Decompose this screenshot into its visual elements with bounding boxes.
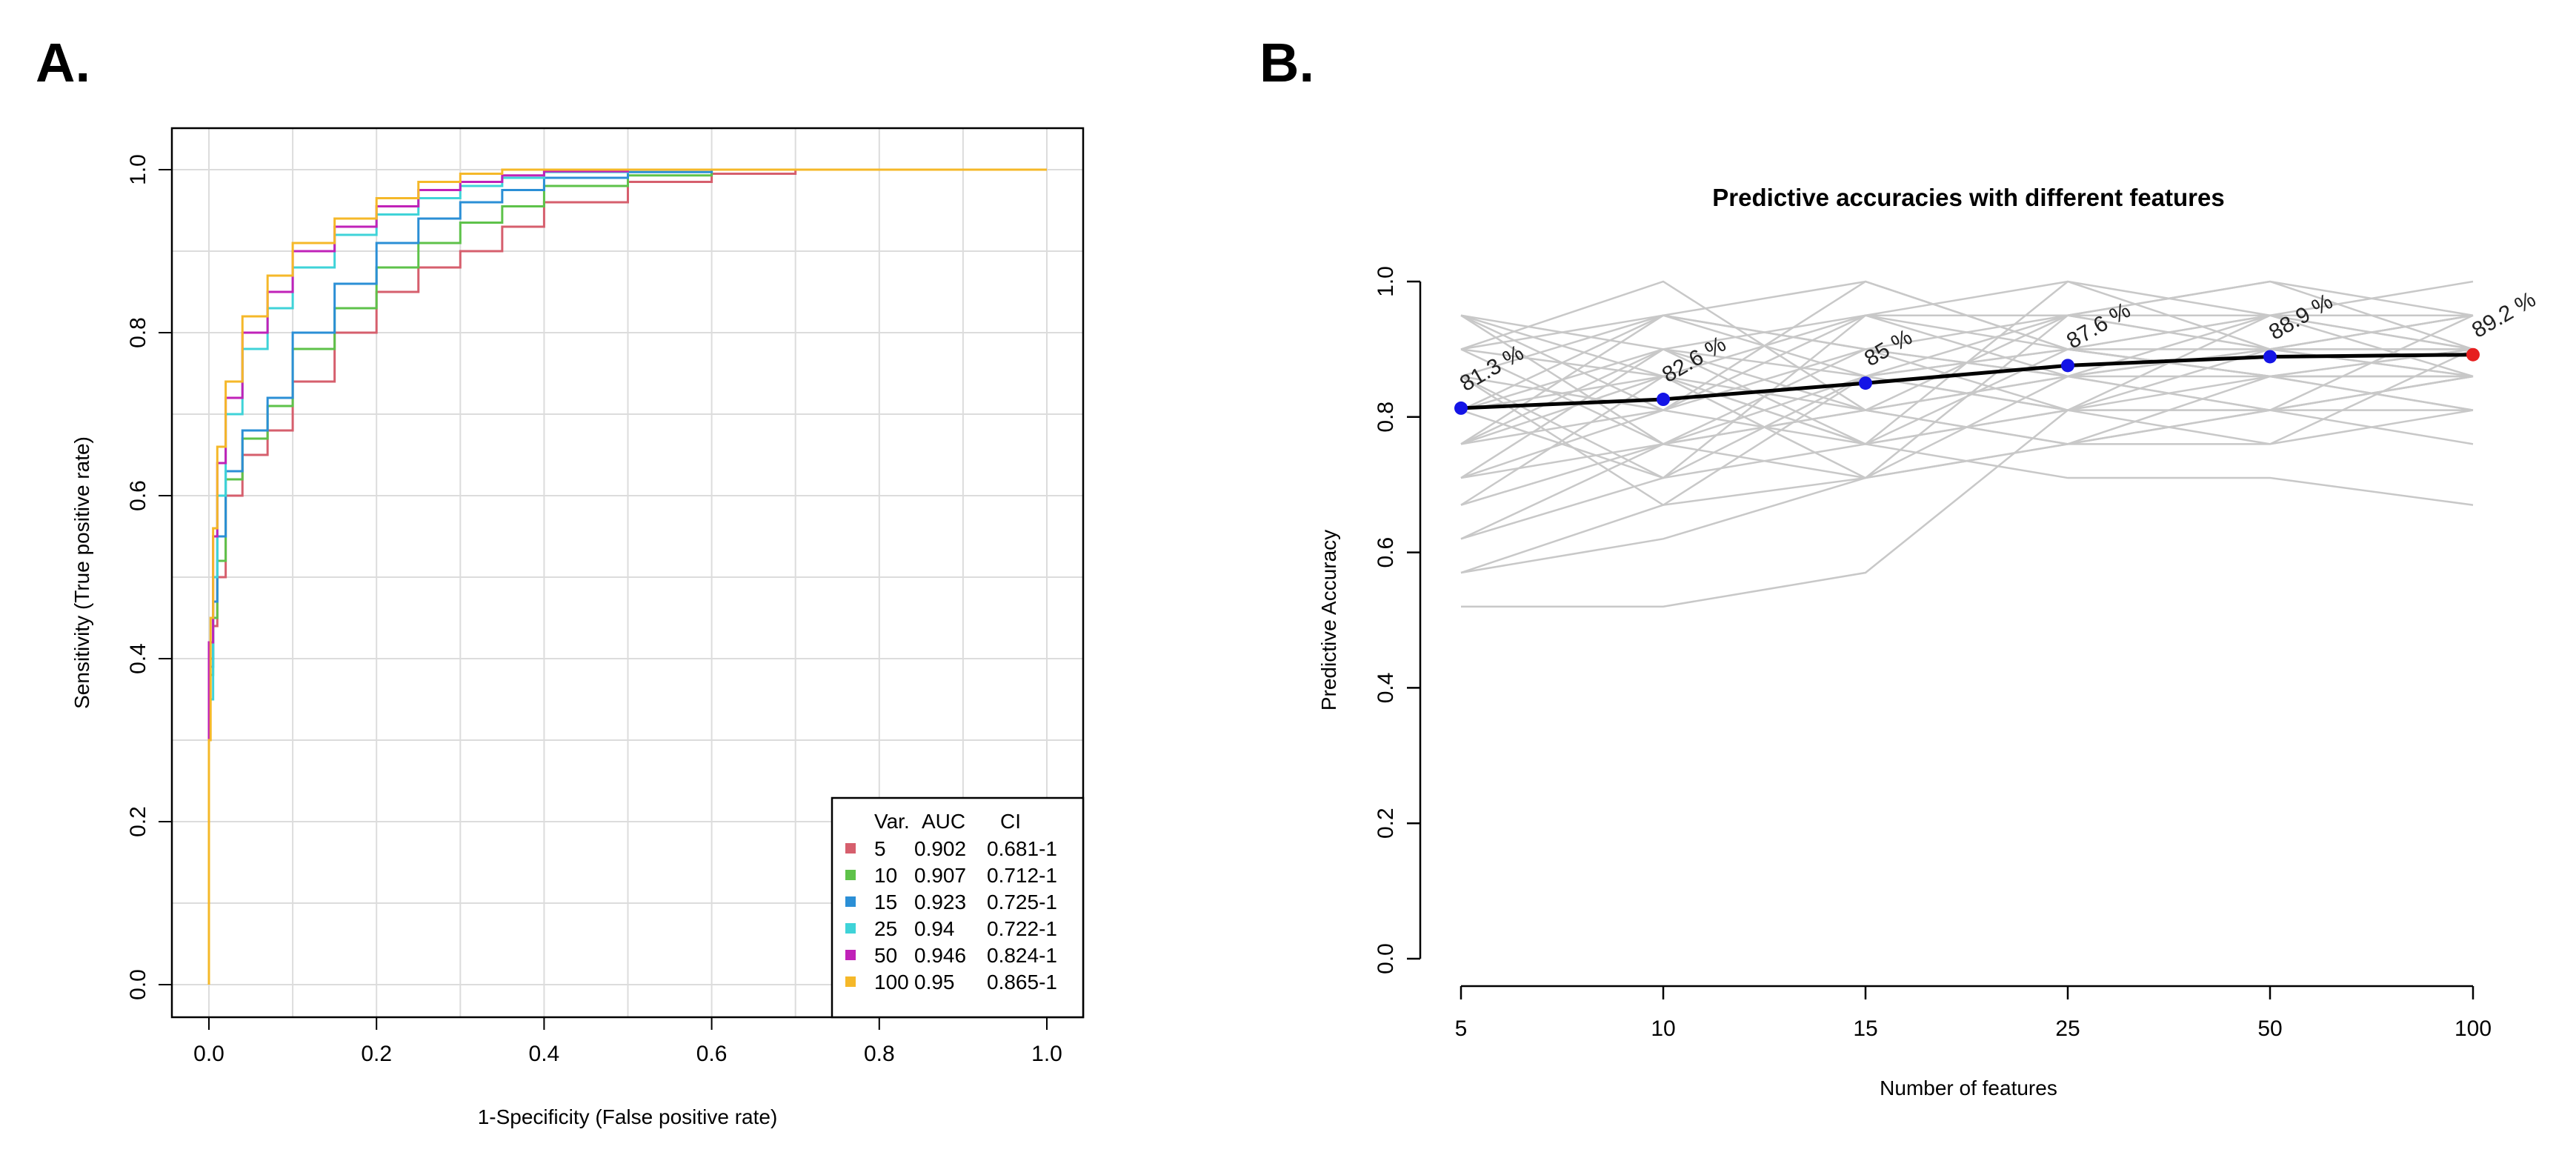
- legend-var-15: 15: [874, 891, 897, 914]
- legend-ci-25: 0.722-1: [987, 917, 1057, 940]
- accuracy-background-line: [1461, 409, 2474, 608]
- legend-var-10: 10: [874, 864, 897, 887]
- accuracy-x-tick-label: 15: [1853, 1016, 1877, 1041]
- roc-y-tick-label: 0.8: [126, 317, 150, 348]
- roc-y-axis: 0.0 0.2 0.4 0.6 0.8 1.0: [126, 154, 172, 1000]
- accuracy-background-line: [1460, 348, 2473, 445]
- roc-y-tick-label: 0.2: [126, 806, 150, 837]
- accuracy-x-axis: 5 10 15 25 50 100: [1455, 985, 2492, 1041]
- legend-var-100: 100: [874, 971, 909, 994]
- accuracy-x-axis-title: Number of features: [1880, 1077, 2057, 1099]
- accuracy-point-15: [1859, 376, 1872, 390]
- panel-b-label: B.: [1259, 32, 1314, 93]
- legend-header-var: Var.: [874, 810, 910, 833]
- roc-x-tick-label: 1.0: [1031, 1042, 1062, 1066]
- accuracy-x-tick-label: 50: [2257, 1016, 2282, 1041]
- legend-swatch-50: [845, 950, 856, 960]
- accuracy-mean-points: [1454, 347, 2480, 415]
- panel-a-label: A.: [36, 32, 90, 93]
- legend-header-ci: CI: [1000, 810, 1021, 833]
- accuracy-y-tick-label: 1.0: [1374, 266, 1398, 297]
- roc-curve-100: [207, 168, 1047, 985]
- roc-x-tick-label: 0.4: [529, 1042, 560, 1066]
- roc-x-tick-label: 0.8: [864, 1042, 895, 1066]
- accuracy-y-tick-label: 0.0: [1374, 943, 1398, 974]
- accuracy-y-tick-label: 0.4: [1374, 673, 1398, 704]
- accuracy-point-10: [1657, 393, 1670, 407]
- roc-y-axis-title: Sensitivity (True positive rate): [70, 436, 93, 709]
- legend-var-5: 5: [874, 837, 886, 860]
- accuracy-y-tick-label: 0.8: [1374, 402, 1398, 433]
- legend-header-auc: AUC: [922, 810, 965, 833]
- legend-ci-10: 0.712-1: [987, 864, 1057, 887]
- roc-curve-5: [207, 168, 1047, 871]
- legend-auc-50: 0.946: [914, 944, 966, 967]
- roc-y-tick-label: 0.4: [126, 643, 150, 674]
- accuracy-background-lines: [1460, 280, 2474, 608]
- accuracy-y-axis: 0.0 0.2 0.4 0.6 0.8 1.0: [1374, 266, 1422, 974]
- roc-y-tick-label: 0.0: [126, 969, 150, 1000]
- roc-legend-rows: 5 0.902 0.681-1 10 0.907 0.712-1 15 0.923 0.725-…: [845, 837, 1057, 994]
- legend-ci-50: 0.824-1: [987, 944, 1057, 967]
- accuracy-background-line: [1460, 375, 2474, 506]
- roc-x-axis-title: 1-Specificity (False positive rate): [478, 1105, 778, 1128]
- accuracy-y-tick-label: 0.2: [1374, 808, 1398, 839]
- accuracy-chart-title: Predictive accuracies with different fea…: [1712, 184, 2224, 211]
- legend-swatch-25: [845, 923, 856, 934]
- accuracy-background-line: [1460, 347, 2473, 479]
- accuracy-mean-line: [1460, 353, 2474, 410]
- accuracy-y-axis-title: Predictive Accuracy: [1317, 530, 1340, 711]
- legend-auc-5: 0.902: [914, 837, 966, 860]
- legend-var-25: 25: [874, 917, 897, 940]
- accuracy-background-line: [1460, 314, 2474, 479]
- accuracy-point-25: [2061, 359, 2074, 373]
- legend-swatch-5: [845, 843, 856, 853]
- roc-y-tick-label: 0.6: [126, 480, 150, 511]
- accuracy-x-tick-label: 10: [1651, 1016, 1675, 1041]
- roc-x-tick-label: 0.2: [361, 1042, 392, 1066]
- roc-chart: 0.0 0.2 0.4 0.6 0.8 1.0 0.0 0.2 0.4 0.6 0.8 1.0 1-…: [70, 127, 1085, 1128]
- legend-ci-5: 0.681-1: [987, 837, 1057, 860]
- roc-legend: Var. AUC CI 5 0.902 0.681-1 10 0.907 0.712-1 1…: [831, 796, 1085, 1019]
- legend-auc-10: 0.907: [914, 864, 966, 887]
- accuracy-x-tick-label: 100: [2454, 1016, 2492, 1041]
- roc-curves: [207, 168, 1047, 985]
- roc-legend-box: [831, 796, 1085, 1019]
- accuracy-x-tick-label: 25: [2055, 1016, 2080, 1041]
- legend-auc-100: 0.95: [914, 971, 955, 994]
- accuracy-point-5: [1454, 401, 1468, 415]
- roc-x-tick-label: 0.6: [696, 1042, 728, 1066]
- legend-swatch-15: [845, 896, 856, 907]
- legend-auc-15: 0.923: [914, 891, 966, 914]
- accuracy-background-line: [1460, 280, 2474, 445]
- legend-swatch-10: [845, 870, 856, 880]
- accuracy-mean-polyline: [1460, 353, 2474, 410]
- legend-auc-25: 0.94: [914, 917, 955, 940]
- accuracy-x-tick-label: 5: [1455, 1016, 1468, 1041]
- accuracy-background-line: [1460, 314, 2474, 445]
- legend-ci-100: 0.865-1: [987, 971, 1057, 994]
- accuracy-background-line: [1460, 314, 2473, 574]
- accuracy-point-50: [2263, 350, 2277, 364]
- legend-var-50: 50: [874, 944, 897, 967]
- roc-curve-15: [207, 168, 1047, 862]
- accuracy-point-100: [2466, 347, 2480, 362]
- legend-ci-15: 0.725-1: [987, 891, 1057, 914]
- accuracy-y-tick-label: 0.6: [1374, 537, 1398, 568]
- roc-y-tick-label: 1.0: [126, 154, 150, 185]
- legend-swatch-100: [845, 976, 856, 987]
- roc-x-tick-label: 0.0: [193, 1042, 224, 1066]
- roc-curve-10: [207, 168, 1047, 871]
- accuracy-background-line: [1460, 280, 2474, 378]
